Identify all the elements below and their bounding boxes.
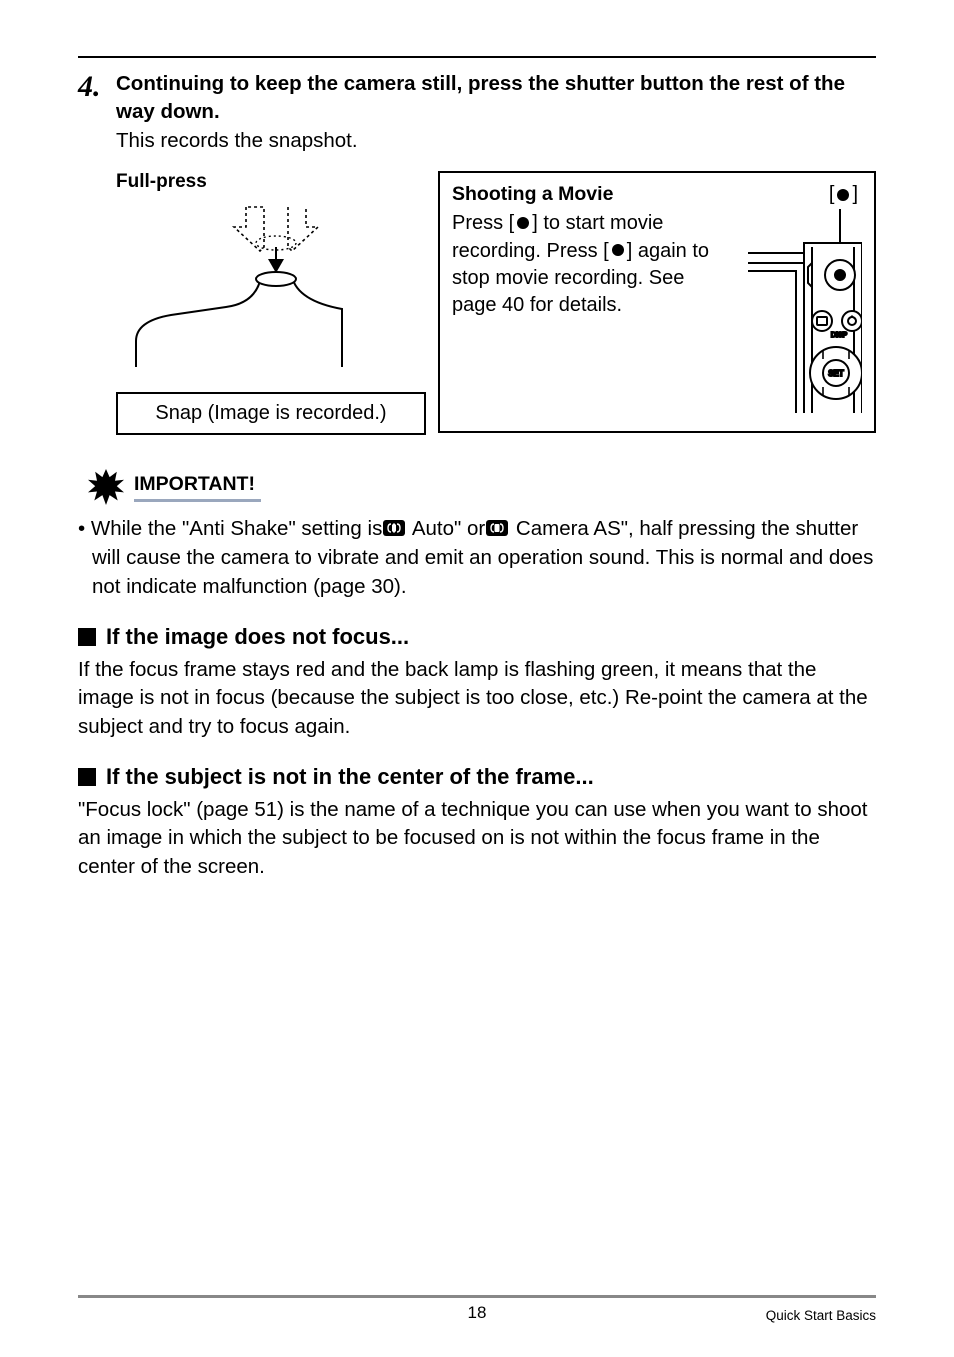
- record-dot-icon: [836, 188, 850, 202]
- rec-bracket-close: ]: [852, 183, 858, 205]
- rec-bracket-open: [: [829, 183, 835, 205]
- snap-caption-box: Snap (Image is recorded.): [116, 392, 426, 435]
- set-label: SET: [828, 369, 844, 378]
- bullet-mid1: Auto" or ": [407, 517, 498, 540]
- footer-rule: [78, 1295, 876, 1298]
- step-subtext: This records the snapshot.: [116, 129, 876, 153]
- important-heading-row: IMPORTANT!: [88, 469, 876, 505]
- top-rule: [78, 56, 876, 58]
- section2-body: "Focus lock" (page 51) is the name of a …: [78, 796, 876, 882]
- rec-button-label: []: [829, 183, 858, 206]
- burst-icon: [88, 469, 124, 505]
- movie-box: Shooting a Movie Press [] to start movie…: [438, 171, 876, 433]
- footer-row: 18 Quick Start Basics: [78, 1308, 876, 1323]
- fullpress-label: Full-press: [116, 171, 426, 193]
- antishake-icon: [500, 516, 508, 545]
- step-heading: Continuing to keep the camera still, pre…: [116, 70, 876, 125]
- square-bullet-icon: [78, 768, 96, 786]
- disp-label: DISP: [831, 332, 848, 339]
- movie-text-block: Shooting a Movie Press [] to start movie…: [452, 183, 734, 415]
- page-footer: 18 Quick Start Basics: [78, 1295, 876, 1323]
- page-content: 4. Continuing to keep the camera still, …: [0, 0, 954, 882]
- camera-back-diagram: DISP SET: [744, 183, 862, 413]
- square-bullet-icon: [78, 628, 96, 646]
- bullet-pre: • While the "Anti Shake" setting is ": [78, 517, 395, 540]
- fullpress-figure: Snap (Image is recorded.): [116, 199, 426, 435]
- step-number: 4.: [78, 70, 106, 102]
- antishake-icon: [397, 516, 405, 545]
- snap-caption: Snap (Image is recorded.): [155, 402, 386, 424]
- record-dot-icon: [611, 238, 625, 265]
- record-dot-icon: [516, 211, 530, 238]
- page-number: 18: [78, 1303, 876, 1323]
- movie-column: Shooting a Movie Press [] to start movie…: [438, 171, 876, 435]
- section2-title: If the subject is not in the center of t…: [106, 764, 594, 790]
- section2-head: If the subject is not in the center of t…: [78, 764, 876, 790]
- movie-body: Press [] to start movie recording. Press…: [452, 210, 734, 318]
- movie-diagram: []: [744, 183, 862, 415]
- important-label: IMPORTANT!: [134, 473, 261, 502]
- fullpress-column: Full-press: [116, 171, 426, 435]
- section1-title: If the image does not focus...: [106, 624, 409, 650]
- movie-title: Shooting a Movie: [452, 183, 734, 206]
- fullpress-illustration: [116, 199, 426, 389]
- step-row: 4. Continuing to keep the camera still, …: [78, 70, 876, 125]
- important-bullet: • While the "Anti Shake" setting is " Au…: [78, 515, 876, 601]
- section1-body: If the focus frame stays red and the bac…: [78, 656, 876, 742]
- movie-text-1: Press [: [452, 212, 514, 234]
- figure-row: Full-press: [116, 171, 876, 435]
- section1-head: If the image does not focus...: [78, 624, 876, 650]
